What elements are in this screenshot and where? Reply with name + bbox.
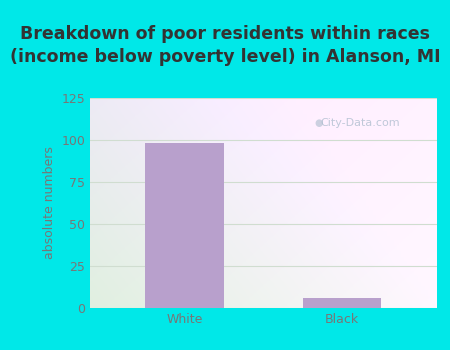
Bar [302, 298, 382, 308]
Text: ●: ● [315, 118, 323, 128]
Text: Breakdown of poor residents within races
(income below poverty level) in Alanson: Breakdown of poor residents within races… [10, 25, 440, 66]
Bar [145, 144, 224, 308]
Text: City-Data.com: City-Data.com [320, 118, 400, 128]
Y-axis label: absolute numbers: absolute numbers [43, 147, 56, 259]
